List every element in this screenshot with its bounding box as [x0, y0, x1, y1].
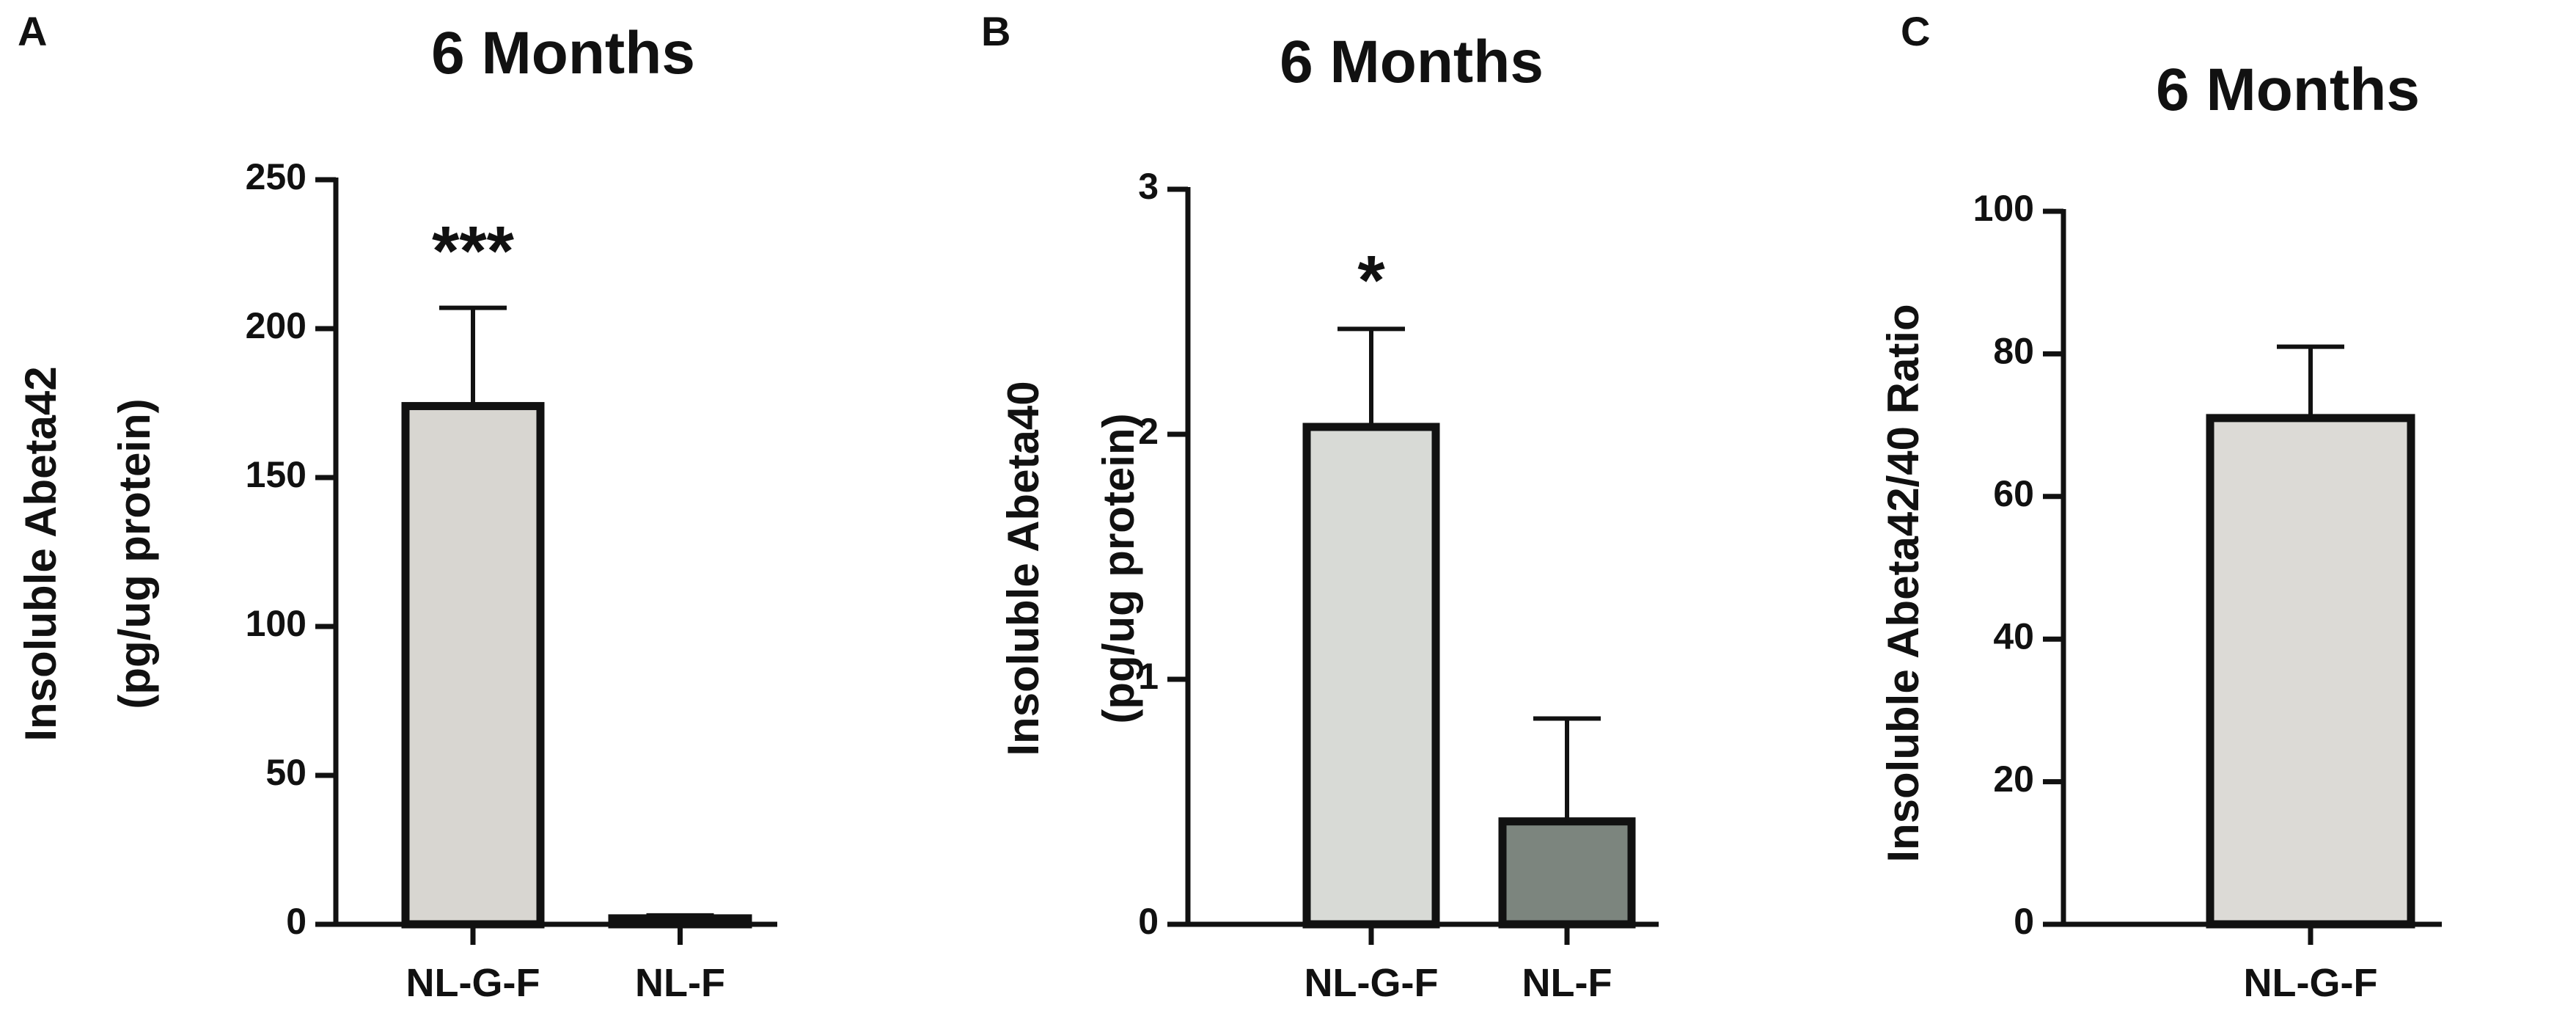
y-axis-label: Insoluble Abeta40: [999, 381, 1048, 756]
bar-nl-g-f: [2206, 414, 2415, 929]
panel-b: B 6 Months Insoluble Abeta40 (pg/ug protein…: [981, 8, 1659, 1005]
significance-marker: *: [1357, 241, 1385, 320]
y-tick-label: 80: [1993, 331, 2034, 372]
x-tick-label: NL-F: [635, 961, 725, 1005]
y-tick-label: 0: [286, 901, 307, 942]
y-tick-label: 40: [1993, 615, 2034, 657]
x-tick-label: NL-G-F: [406, 961, 540, 1005]
panel-letter: A: [18, 8, 47, 54]
panel-letter: B: [981, 8, 1010, 54]
y-tick-label: 250: [246, 156, 307, 197]
x-tick-label: NL-G-F: [2244, 961, 2378, 1005]
y-tick-label: 100: [1973, 188, 2034, 229]
chart-title: 6 Months: [2156, 56, 2420, 123]
y-tick-label: 200: [246, 305, 307, 346]
chart-title: 6 Months: [1280, 29, 1544, 95]
y-axis-label: Insoluble Abeta42/40 Ratio: [1879, 304, 1928, 862]
y-tick-label: 2: [1138, 411, 1159, 452]
bar-nl-g-f: [1302, 423, 1440, 929]
panel-letter: C: [1901, 8, 1930, 54]
y-tick-label: 100: [246, 603, 307, 644]
y-axis-label: (pg/ug protein): [110, 398, 159, 709]
y-tick-label: 60: [1993, 473, 2034, 514]
panel-c: C 6 Months Insoluble Abeta42/40 Ratio 0 20 40…: [1879, 8, 2442, 1005]
y-axis-label: (pg/ug protein): [1094, 413, 1143, 723]
y-axis-label: Insoluble Abeta42: [16, 366, 65, 741]
significance-marker: ***: [432, 212, 515, 290]
y-tick-label: 50: [265, 752, 307, 793]
chart-title: 6 Months: [431, 20, 695, 87]
x-tick-label: NL-F: [1522, 961, 1612, 1005]
y-tick-label: 0: [2014, 901, 2034, 942]
x-tick-label: NL-G-F: [1304, 961, 1439, 1005]
y-tick-label: 3: [1138, 166, 1159, 207]
bar-nl-g-f: [401, 402, 545, 929]
panel-a: A 6 Months Insoluble Abeta42 (pg/ug protein…: [16, 8, 777, 1005]
y-tick-label: 20: [1993, 759, 2034, 800]
y-tick-label: 0: [1138, 901, 1159, 942]
bar-nl-f: [1498, 817, 1636, 929]
y-tick-label: 1: [1138, 656, 1159, 697]
bar-nl-f: [608, 914, 752, 929]
y-tick-label: 150: [246, 454, 307, 495]
